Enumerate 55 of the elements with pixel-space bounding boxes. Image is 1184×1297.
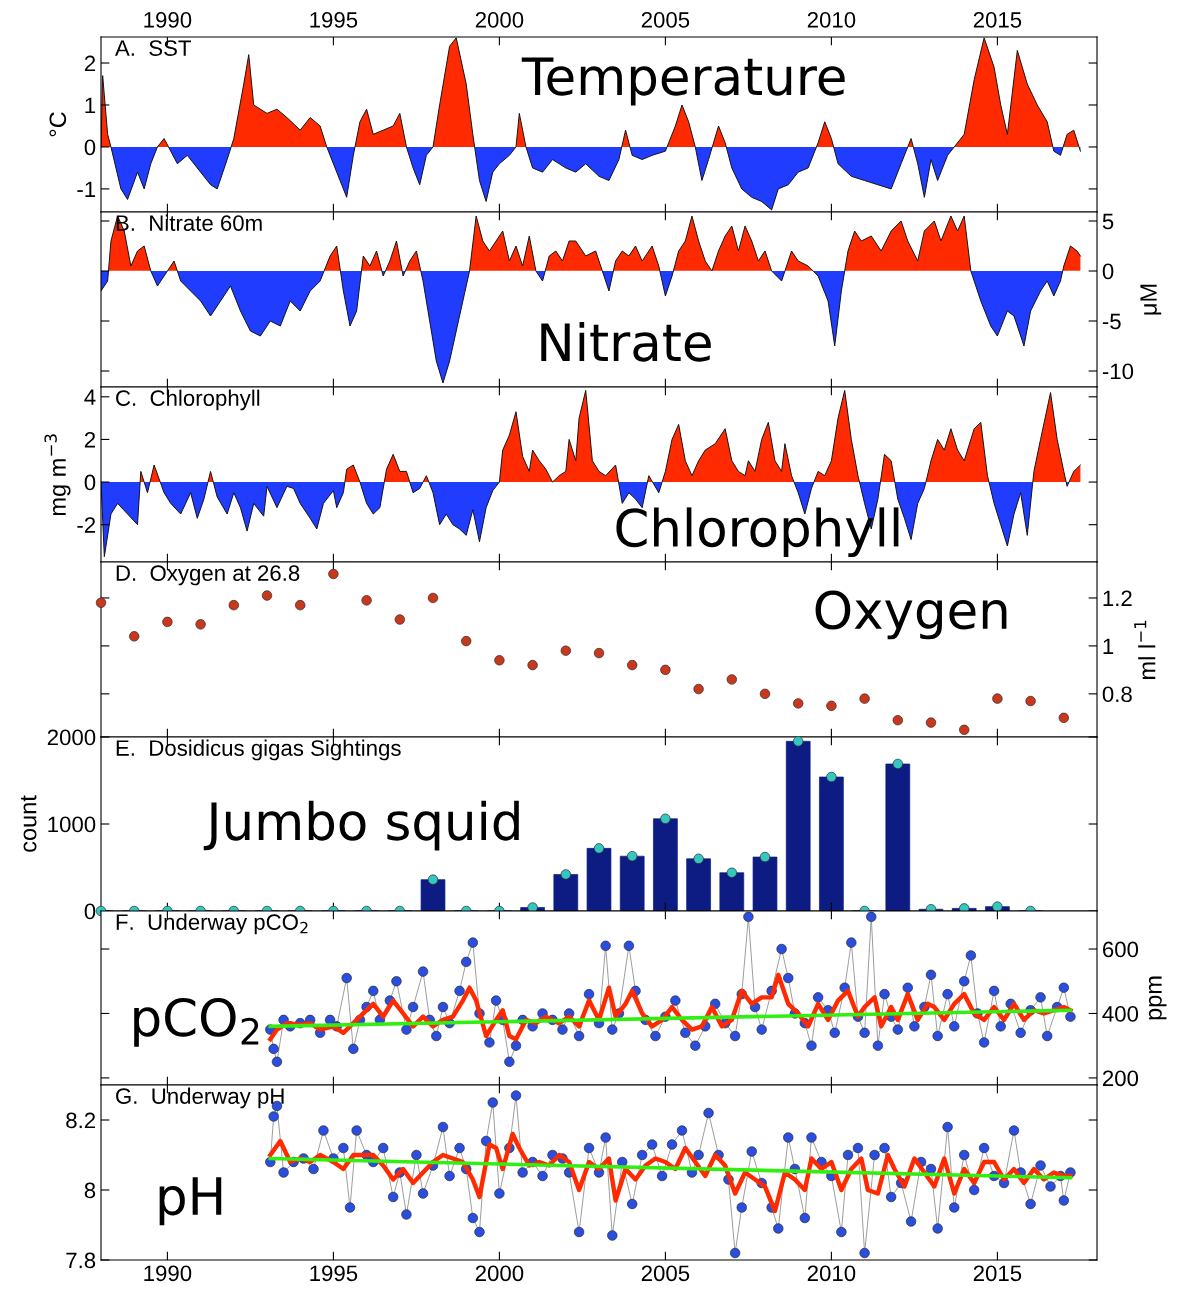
chart-title: F. Underway pCO$_{2}$ bbox=[116, 913, 308, 935]
y-tick-label: 8 bbox=[84, 1182, 96, 1199]
chart-title: D. Oxygen at 26.8 bbox=[116, 565, 300, 586]
x-tick-label: 2000 bbox=[475, 1265, 524, 1282]
x-tick-label: 1990 bbox=[144, 1265, 192, 1282]
annotation: pH bbox=[159, 1177, 222, 1226]
y-tick-label: 2 bbox=[84, 431, 96, 448]
y-tick-label: -2 bbox=[77, 517, 96, 533]
y-axis-title: ppm bbox=[1148, 976, 1167, 1020]
x-tick-label: 1990 bbox=[144, 12, 192, 28]
y-tick-label: 1.2 bbox=[1103, 590, 1132, 607]
x-tick-label: 2000 bbox=[475, 12, 524, 28]
annotation: Nitrate bbox=[541, 321, 711, 362]
y-axis-title: mg m$^{−3}$ bbox=[44, 434, 71, 516]
annotation: Temperature bbox=[521, 57, 845, 106]
y-tick-label: 8.2 bbox=[66, 1112, 96, 1129]
y-tick-label: 7.8 bbox=[66, 1252, 96, 1269]
annotation: pCO$_{2}$ bbox=[134, 997, 259, 1047]
y-axis-title: count bbox=[20, 795, 37, 852]
y-tick-label: 0 bbox=[84, 903, 96, 920]
x-tick-label: 1995 bbox=[310, 12, 358, 28]
y-tick-label: 4 bbox=[84, 389, 96, 405]
chart-title: G. Underway pH bbox=[116, 1087, 284, 1109]
y-tick-label: 600 bbox=[1102, 941, 1139, 958]
x-tick-label: 2015 bbox=[973, 1265, 1022, 1282]
y-axis-title: μM bbox=[1140, 284, 1162, 315]
annotation: Jumbo squid bbox=[203, 800, 519, 851]
y-tick-label: 1 bbox=[1103, 638, 1114, 654]
y-axis-title: ml l$^{−1}$ bbox=[1134, 620, 1156, 679]
y-tick-label: 0 bbox=[84, 139, 96, 156]
y-tick-label: 0 bbox=[1102, 263, 1114, 280]
chart-title: A. SST bbox=[114, 40, 191, 56]
y-tick-label: 2 bbox=[84, 55, 96, 72]
y-tick-label: 1 bbox=[85, 97, 96, 114]
annotation: Chlorophyll bbox=[616, 507, 899, 558]
x-tick-label: 2005 bbox=[641, 1265, 690, 1282]
y-tick-label: -5 bbox=[1102, 313, 1121, 330]
x-tick-label: 2010 bbox=[807, 12, 856, 28]
y-tick-label: 0.8 bbox=[1102, 686, 1132, 703]
x-tick-label: 2015 bbox=[973, 12, 1022, 28]
chart-title: E. Dosidicus gigas Sightings bbox=[116, 739, 401, 761]
y-tick-label: -10 bbox=[1102, 363, 1134, 380]
y-axis-title: °C bbox=[49, 112, 67, 137]
y-tick-label: 0 bbox=[84, 474, 96, 491]
y-tick-label: -1 bbox=[77, 181, 96, 197]
annotation: Oxygen bbox=[815, 590, 1007, 640]
x-tick-label: 2005 bbox=[641, 12, 690, 28]
y-tick-label: 1000 bbox=[48, 816, 96, 833]
chart-title: C. Chlorophyll bbox=[116, 389, 260, 411]
y-tick-label: 5 bbox=[1102, 213, 1114, 230]
x-tick-label: 2010 bbox=[807, 1265, 856, 1282]
y-tick-label: 200 bbox=[1102, 1070, 1139, 1087]
y-tick-label: 2000 bbox=[47, 729, 96, 746]
y-tick-label: 400 bbox=[1102, 1006, 1139, 1022]
x-tick-label: 1995 bbox=[310, 1265, 358, 1282]
